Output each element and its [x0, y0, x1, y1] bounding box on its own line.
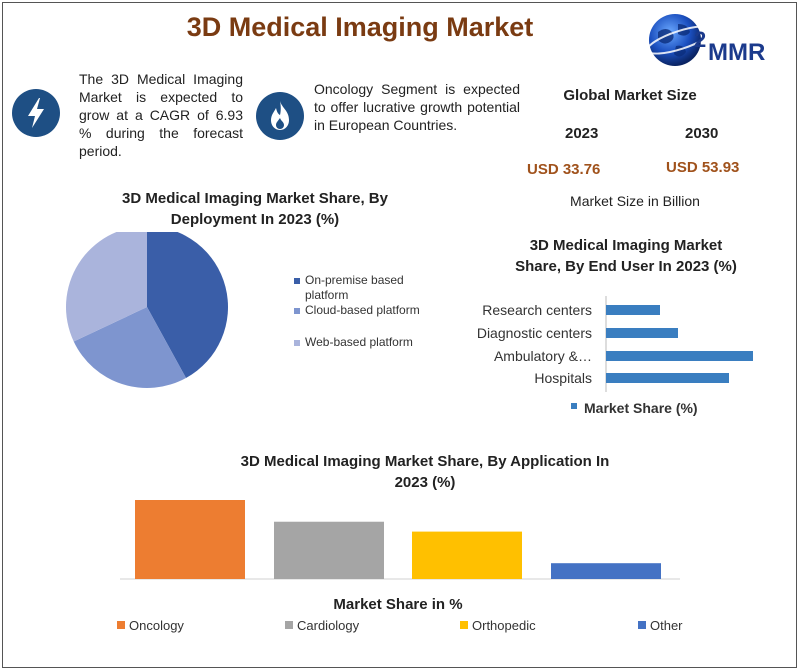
category-label: Hospitals — [534, 370, 592, 386]
category-label: Ambulatory &… — [494, 348, 592, 364]
x-axis-label: Market Share in % — [333, 596, 462, 613]
legend-swatch — [460, 621, 468, 629]
bar — [551, 563, 661, 579]
oncology-info-text: Oncology Segment is expected to offer lu… — [314, 81, 520, 133]
page-title: 3D Medical Imaging Market — [186, 12, 534, 42]
bar — [606, 351, 753, 361]
year-2030-label: 2030 — [685, 125, 719, 142]
market-value-2023: USD 33.76 — [527, 161, 601, 178]
legend-label: Oncology — [129, 618, 184, 633]
application-bar-chart: Market Share in % Oncology Cardiology Ortho… — [117, 500, 683, 633]
legend-swatch — [117, 621, 125, 629]
application-chart-title: 3D Medical Imaging Market Share, By Appl… — [240, 453, 610, 491]
legend-swatch — [294, 340, 300, 346]
legend-swatch — [285, 621, 293, 629]
pie-slice — [147, 232, 228, 378]
legend-label: Other — [650, 618, 683, 633]
bar — [274, 521, 384, 579]
pie-slice — [73, 307, 187, 388]
end-user-bar-chart: Research centers Diagnostic centers Ambula… — [477, 296, 753, 416]
pie-slice — [66, 232, 147, 342]
legend-label: Cloud-based platform — [305, 303, 420, 317]
mmr-logo: 2 MMR — [646, 14, 765, 66]
bar — [606, 305, 660, 315]
legend-label: On-premise based platform — [305, 273, 404, 302]
bar — [412, 531, 522, 579]
bar — [606, 328, 678, 338]
legend-label: Web-based platform — [305, 335, 413, 349]
bar — [135, 500, 245, 579]
legend-label: Market Share (%) — [584, 400, 698, 416]
deployment-chart-title: 3D Medical Imaging Market Share, By Depl… — [122, 190, 388, 228]
market-size-note: Market Size in Billion — [570, 193, 700, 209]
flame-icon — [256, 92, 304, 140]
year-2023-label: 2023 — [565, 125, 599, 142]
logo-text: MMR — [708, 39, 765, 66]
market-value-2030: USD 53.93 — [666, 159, 740, 176]
legend-label: Cardiology — [297, 618, 360, 633]
cagr-info-text: The 3D Medical Imaging Market is expecte… — [79, 71, 243, 159]
logo-number: 2 — [694, 27, 706, 52]
category-label: Diagnostic centers — [477, 325, 592, 341]
legend-swatch — [294, 278, 300, 284]
bar — [606, 373, 729, 383]
lightning-icon — [12, 89, 60, 137]
global-market-title: Global Market Size — [563, 87, 697, 104]
legend-swatch — [638, 621, 646, 629]
category-label: Research centers — [482, 302, 592, 318]
legend-swatch — [294, 308, 300, 314]
legend-swatch — [571, 403, 577, 409]
legend-label: Orthopedic — [472, 618, 536, 633]
end-user-chart-title: 3D Medical Imaging Market Share, By End … — [515, 237, 737, 275]
